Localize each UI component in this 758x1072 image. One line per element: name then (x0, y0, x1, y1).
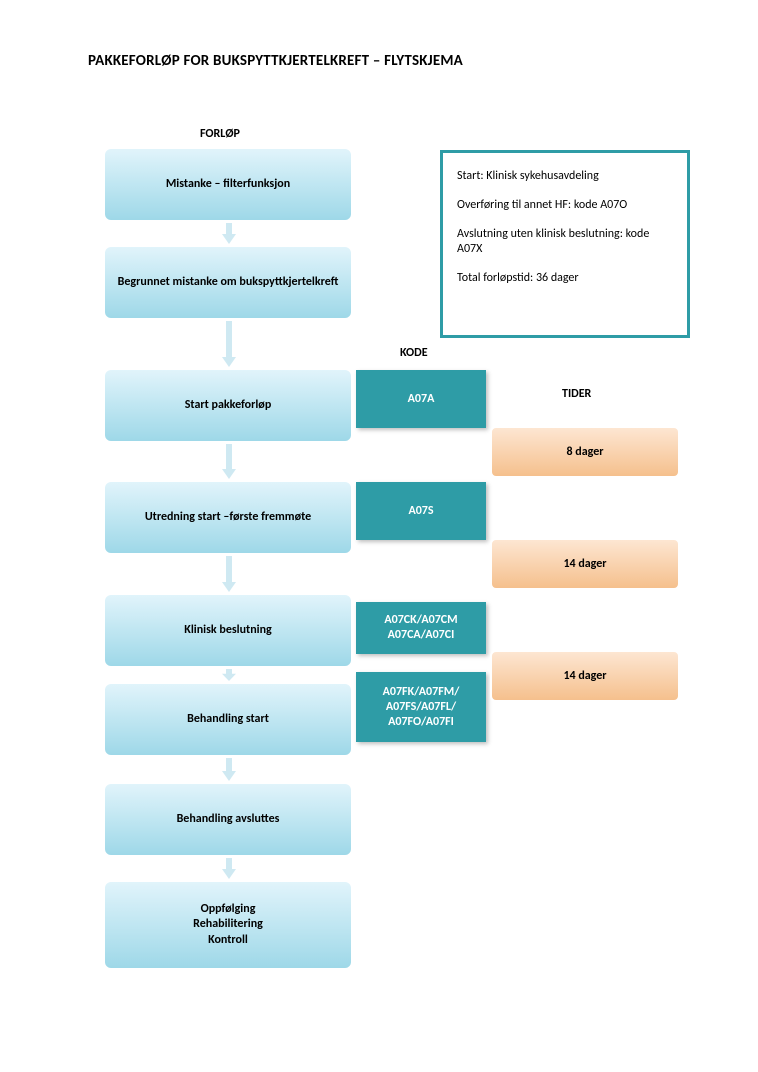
flow-step: Behandling start (103, 682, 353, 757)
code-box: A07A (356, 370, 486, 428)
page-title: PAKKEFORLØP FOR BUKSPYTTKJERTELKREFT – F… (88, 52, 463, 70)
flow-step: Begrunnet mistanke om bukspyttkjertelkre… (103, 245, 353, 320)
info-line: Start: Klinisk sykehusavdeling (457, 169, 673, 184)
code-box: A07S (356, 482, 486, 540)
arrow-down-icon (222, 669, 236, 681)
arrow-down-icon (222, 321, 236, 367)
arrow-down-icon (222, 556, 236, 592)
arrow-down-icon (222, 444, 236, 479)
time-column-header: TIDER (562, 387, 591, 401)
arrow-down-icon (222, 758, 236, 781)
flow-step: Behandling avsluttes (103, 782, 353, 857)
code-box: A07CK/A07CM A07CA/A07CI (356, 602, 486, 654)
info-line: Total forløpstid: 36 dager (457, 271, 673, 286)
time-box: 14 dager (490, 538, 680, 590)
info-line: Avslutning uten klinisk beslutning: kode… (457, 227, 673, 257)
flow-step: Mistanke – filterfunksjon (103, 147, 353, 222)
page: PAKKEFORLØP FOR BUKSPYTTKJERTELKREFT – F… (0, 0, 758, 1072)
flow-step: Oppfølging Rehabilitering Kontroll (103, 880, 353, 970)
flow-step: Start pakkeforløp (103, 368, 353, 443)
code-column-header: KODE (400, 346, 428, 360)
flow-step: Klinisk beslutning (103, 593, 353, 668)
arrow-down-icon (222, 223, 236, 244)
time-box: 14 dager (490, 650, 680, 702)
flow-step: Utredning start –første fremmøte (103, 480, 353, 555)
code-box: A07FK/A07FM/ A07FS/A07FL/ A07FO/A07FI (356, 672, 486, 742)
arrow-down-icon (222, 858, 236, 879)
info-line: Overføring til annet HF: kode A07O (457, 198, 673, 213)
time-box: 8 dager (490, 426, 680, 478)
flow-column-header: FORLØP (200, 127, 240, 141)
info-box: Start: Klinisk sykehusavdeling Overførin… (440, 150, 690, 338)
